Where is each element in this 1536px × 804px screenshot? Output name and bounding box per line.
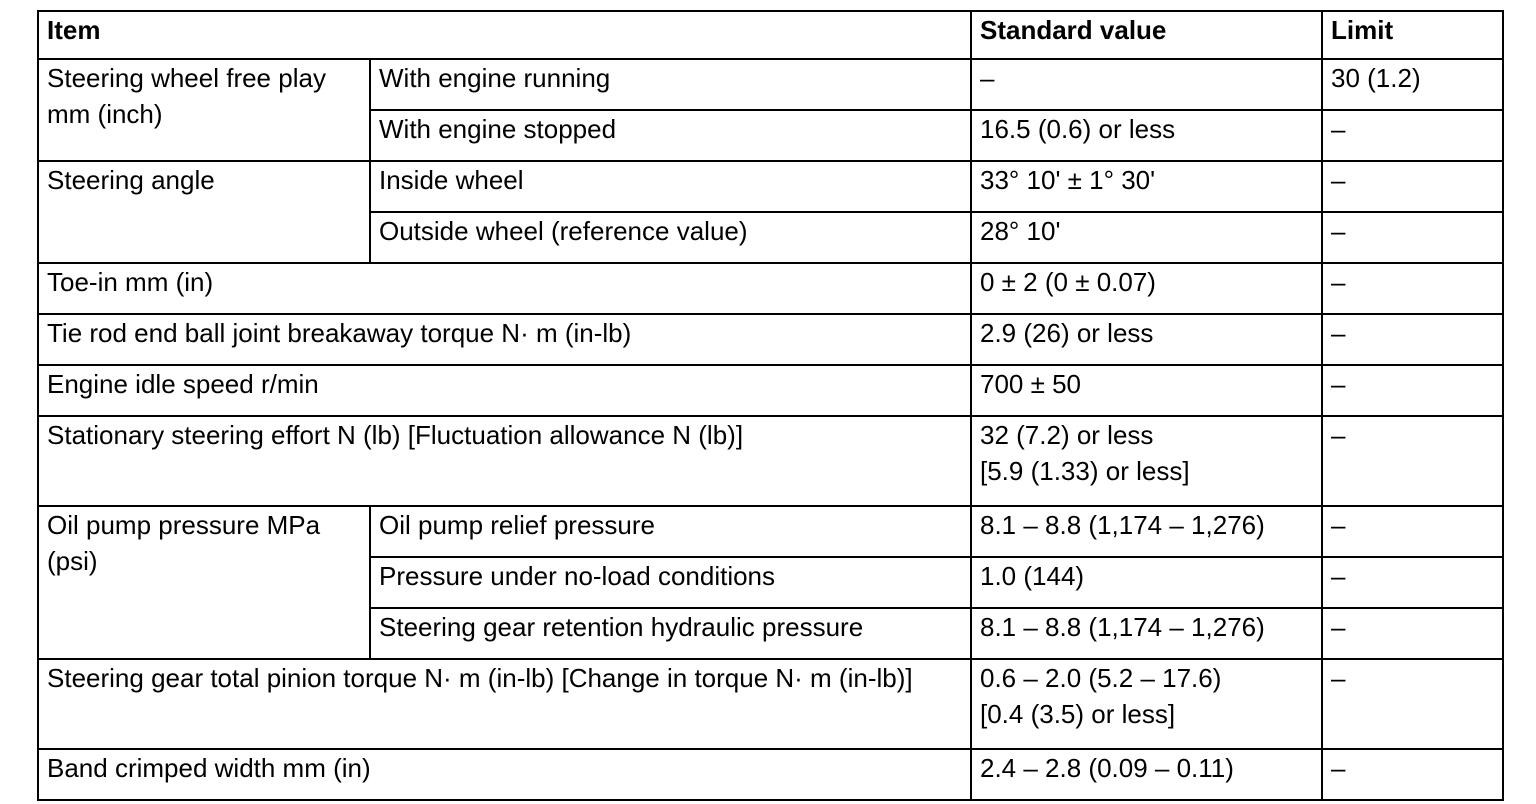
limit-cell: – (1321, 313, 1504, 366)
table-row: Steering gear retention hydraulic pressu… (38, 607, 1504, 660)
item-group-cell: Steering wheel free play mm (inch) (37, 58, 371, 162)
item-group-cell: Steering angle (37, 160, 371, 264)
limit-cell: – (1321, 658, 1504, 750)
item-sub-cell: With engine running (369, 58, 972, 111)
limit-cell: – (1321, 160, 1504, 213)
standard-value-cell: 32 (7.2) or less [5.9 (1.33) or less] (970, 415, 1323, 507)
item-sub-cell: Steering gear retention hydraulic pressu… (369, 607, 972, 660)
header-limit: Limit (1321, 10, 1504, 60)
limit-cell: – (1321, 415, 1504, 507)
standard-value-cell: 33° 10' ± 1° 30' (970, 160, 1323, 213)
header-standard-value: Standard value (970, 10, 1323, 60)
table-row: Steering wheel free play mm (inch) With … (37, 58, 1504, 162)
standard-value-cell: 700 ± 50 (970, 364, 1323, 417)
item-sub-cell: With engine stopped (369, 109, 972, 162)
table-row: Engine idle speed r/min 700 ± 50 – (37, 364, 1504, 417)
item-sub-cell: Outside wheel (reference value) (369, 211, 972, 264)
limit-cell: – (1321, 211, 1504, 264)
standard-value-cell: 2.4 – 2.8 (0.09 – 0.11) (970, 748, 1323, 801)
standard-value-line: [0.4 (3.5) or less] (980, 699, 1176, 729)
limit-cell: – (1321, 556, 1504, 609)
standard-value-cell: 8.1 – 8.8 (1,174 – 1,276) (970, 607, 1323, 660)
item-cell: Engine idle speed r/min (37, 364, 972, 417)
table-row: With engine stopped 16.5 (0.6) or less – (38, 109, 1504, 162)
header-item: Item (37, 10, 972, 60)
item-cell: Stationary steering effort N (lb) [Fluct… (37, 415, 972, 507)
item-cell: Tie rod end ball joint breakaway torque … (37, 313, 972, 366)
table-header-row: Item Standard value Limit (37, 10, 1504, 60)
standard-value-cell: 0 ± 2 (0 ± 0.07) (970, 262, 1323, 315)
table-row: Toe-in mm (in) 0 ± 2 (0 ± 0.07) – (37, 262, 1504, 315)
standard-value-line: 32 (7.2) or less (980, 420, 1154, 450)
item-cell: Steering gear total pinion torque N· m (… (37, 658, 972, 750)
item-sub-cell: Inside wheel (369, 160, 972, 213)
standard-value-cell: 0.6 – 2.0 (5.2 – 17.6) [0.4 (3.5) or les… (970, 658, 1323, 750)
standard-value-cell: – (970, 58, 1323, 111)
standard-value-line: [5.9 (1.33) or less] (980, 456, 1190, 486)
item-cell: Band crimped width mm (in) (37, 748, 972, 801)
standard-value-cell: 16.5 (0.6) or less (970, 109, 1323, 162)
table-row: Pressure under no-load conditions 1.0 (1… (38, 556, 1504, 609)
standard-value-line: 0.6 – 2.0 (5.2 – 17.6) (980, 663, 1222, 693)
table-row: Outside wheel (reference value) 28° 10' … (38, 211, 1504, 264)
limit-cell: – (1321, 109, 1504, 162)
item-group-cell: Oil pump pressure MPa (psi) (37, 505, 371, 660)
table-row: Steering gear total pinion torque N· m (… (37, 658, 1504, 750)
limit-cell: – (1321, 607, 1504, 660)
table-row: Stationary steering effort N (lb) [Fluct… (37, 415, 1504, 507)
standard-value-cell: 8.1 – 8.8 (1,174 – 1,276) (970, 505, 1323, 558)
table-row: Oil pump pressure MPa (psi) Oil pump rel… (37, 505, 1504, 660)
limit-cell: 30 (1.2) (1321, 58, 1504, 111)
limit-cell: – (1321, 505, 1504, 558)
item-cell: Toe-in mm (in) (37, 262, 972, 315)
table-row: Tie rod end ball joint breakaway torque … (37, 313, 1504, 366)
standard-value-cell: 1.0 (144) (970, 556, 1323, 609)
specification-table: Item Standard value Limit Steering wheel… (37, 10, 1504, 801)
standard-value-cell: 28° 10' (970, 211, 1323, 264)
table-row: Steering angle Inside wheel 33° 10' ± 1°… (37, 160, 1504, 264)
table-row: Band crimped width mm (in) 2.4 – 2.8 (0.… (37, 748, 1504, 801)
limit-cell: – (1321, 364, 1504, 417)
standard-value-cell: 2.9 (26) or less (970, 313, 1323, 366)
limit-cell: – (1321, 262, 1504, 315)
item-sub-cell: Oil pump relief pressure (369, 505, 972, 558)
item-sub-cell: Pressure under no-load conditions (369, 556, 972, 609)
limit-cell: – (1321, 748, 1504, 801)
